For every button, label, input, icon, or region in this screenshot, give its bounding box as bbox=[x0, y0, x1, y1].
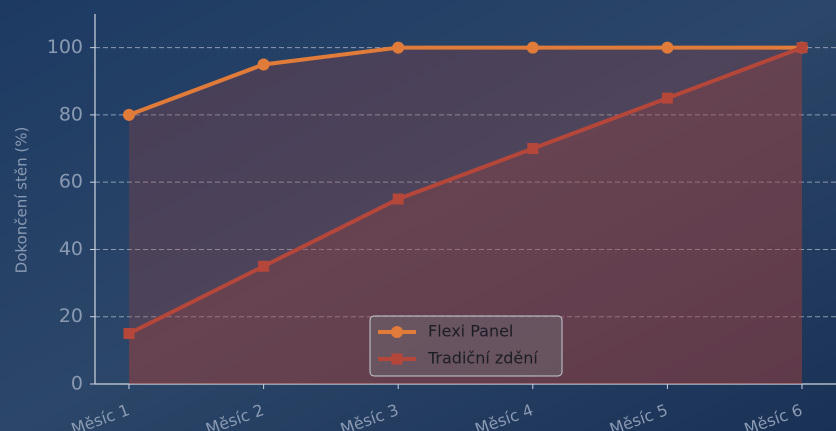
marker bbox=[796, 42, 808, 54]
marker bbox=[392, 193, 404, 205]
marker bbox=[123, 108, 135, 121]
y-tick-label: 0 bbox=[71, 373, 83, 395]
y-tick-label: 60 bbox=[59, 171, 83, 193]
area bbox=[129, 47, 802, 385]
marker bbox=[527, 143, 539, 155]
y-tick-label: 80 bbox=[59, 103, 83, 125]
legend: Flexi Panel Tradiční zdění bbox=[369, 315, 563, 377]
marker bbox=[392, 41, 405, 54]
area bbox=[129, 47, 802, 385]
legend-marker bbox=[391, 326, 403, 338]
legend-box bbox=[369, 315, 563, 377]
legend-marker bbox=[391, 353, 403, 365]
y-tick-label: 40 bbox=[59, 238, 83, 260]
line bbox=[128, 45, 802, 117]
legend-label: Tradiční zdění bbox=[427, 349, 538, 368]
y-axis-label: Dokončení stěn (%) bbox=[13, 127, 31, 274]
y-tick-label: 100 bbox=[47, 36, 83, 58]
legend-label: Flexi Panel bbox=[428, 322, 513, 341]
marker bbox=[257, 58, 270, 71]
marker bbox=[661, 41, 674, 54]
y-tick-label: 20 bbox=[59, 305, 83, 327]
marker bbox=[123, 328, 135, 340]
line bbox=[128, 45, 803, 336]
marker bbox=[661, 92, 673, 104]
marker bbox=[258, 260, 270, 272]
marker bbox=[526, 41, 539, 54]
